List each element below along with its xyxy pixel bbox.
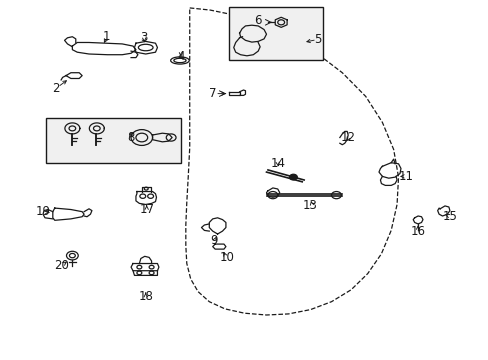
Text: 11: 11: [398, 170, 412, 183]
Text: 2: 2: [52, 82, 60, 95]
Text: 12: 12: [340, 131, 355, 144]
Text: 1: 1: [102, 30, 110, 42]
Text: 5: 5: [313, 33, 321, 46]
Text: 17: 17: [139, 203, 154, 216]
Bar: [46, 118, 181, 163]
Bar: [228, 7, 322, 60]
Text: 7: 7: [208, 87, 216, 100]
Text: 18: 18: [138, 291, 153, 303]
Text: 10: 10: [220, 251, 234, 264]
Text: 3: 3: [140, 31, 148, 44]
Text: 8: 8: [127, 131, 135, 144]
Text: 13: 13: [303, 199, 317, 212]
Text: 19: 19: [36, 205, 50, 218]
Text: 4: 4: [177, 50, 184, 63]
Text: 16: 16: [410, 225, 425, 238]
Text: 14: 14: [270, 157, 285, 170]
Text: 6: 6: [253, 14, 261, 27]
Text: 15: 15: [442, 210, 456, 222]
Text: 20: 20: [54, 259, 68, 272]
Text: 9: 9: [209, 234, 217, 247]
Circle shape: [289, 174, 297, 180]
